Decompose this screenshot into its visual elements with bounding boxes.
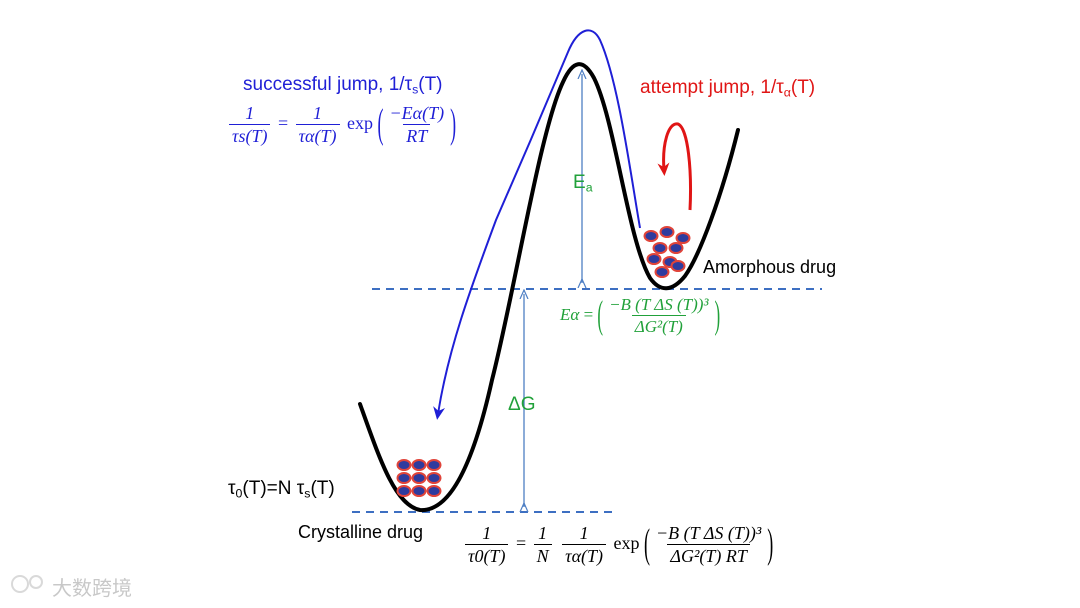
molecule-dot	[426, 485, 442, 497]
molecule-dot	[426, 472, 442, 484]
molecule-dot	[411, 459, 427, 471]
crystalline-molecules	[396, 459, 442, 497]
molecule-dot	[659, 226, 675, 238]
crystalline-drug-label: Crystalline drug	[298, 522, 424, 542]
molecule-dot	[396, 459, 412, 471]
molecule-dot	[411, 472, 427, 484]
watermark-text: 大数跨境	[52, 576, 132, 600]
amorphous-drug-label: Amorphous drug	[703, 257, 837, 277]
molecule-dot	[670, 260, 686, 272]
successful-jump-arrow	[433, 29, 641, 420]
amorphous-molecules	[643, 226, 691, 278]
ea-label: Ea	[573, 172, 593, 195]
watermark-logo	[11, 575, 43, 593]
attempt-jump-arrow	[657, 122, 692, 211]
molecule-dot	[396, 472, 412, 484]
molecule-dot	[643, 230, 659, 242]
attempt-jump-title: attempt jump, 1/τα(T)	[640, 77, 816, 100]
molecule-dot	[652, 242, 668, 254]
molecule-dot	[646, 253, 662, 265]
activation-energy-equation: Eα = (−B (T ΔS (T))³ ΔG²(T))	[560, 292, 721, 337]
energy-curve	[358, 62, 740, 513]
molecule-dot	[426, 459, 442, 471]
molecule-dot	[654, 266, 670, 278]
molecule-dot	[675, 232, 691, 244]
molecule-dot	[396, 485, 412, 497]
successful-jump-equation: 1 τs(T) = 1 τα(T) exp (−Eα(T) RT)	[226, 101, 456, 147]
molecule-dot	[411, 485, 427, 497]
successful-jump-title: successful jump, 1/τs(T)	[243, 74, 443, 97]
tau0-label: τ0(T)=N τs(T)	[228, 478, 335, 501]
molecule-dot	[668, 242, 684, 254]
delta-g-label: ΔG	[508, 394, 536, 415]
